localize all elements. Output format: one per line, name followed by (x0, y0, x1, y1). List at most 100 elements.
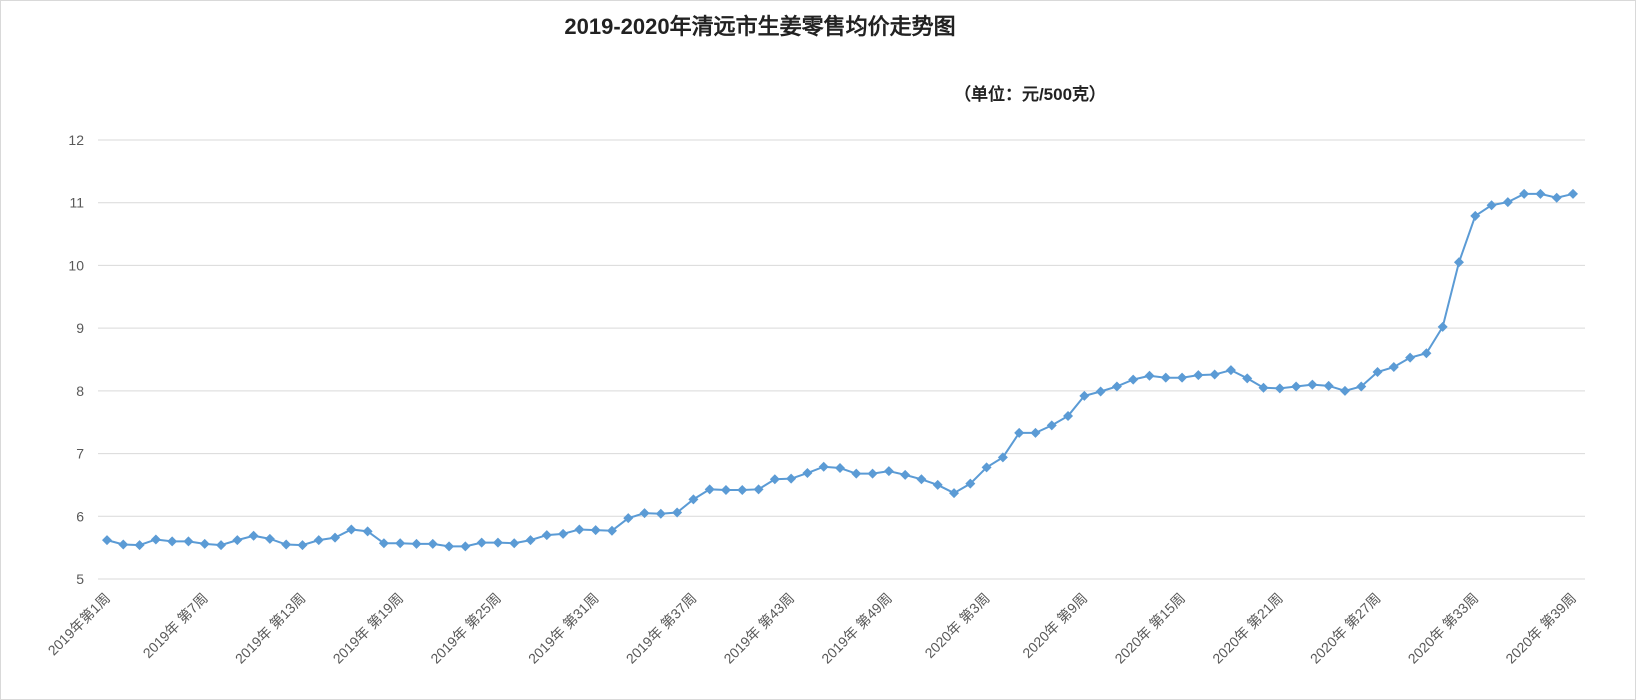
marker (102, 535, 112, 546)
marker (883, 466, 894, 477)
marker (1291, 381, 1302, 392)
y-tick-label: 5 (76, 571, 84, 587)
marker (1437, 321, 1448, 332)
marker (672, 507, 683, 518)
marker (737, 484, 748, 495)
y-tick-label: 11 (69, 195, 84, 211)
marker (460, 541, 471, 552)
marker (1356, 381, 1367, 392)
marker (199, 538, 210, 549)
marker (444, 541, 455, 552)
marker (1519, 188, 1530, 199)
marker (1225, 365, 1236, 376)
marker (818, 461, 829, 472)
marker (688, 494, 699, 505)
marker (1405, 352, 1416, 363)
marker (655, 508, 666, 519)
marker (134, 540, 145, 551)
marker (1274, 383, 1285, 394)
marker (786, 473, 797, 484)
marker (1388, 362, 1399, 373)
marker (981, 462, 992, 473)
marker (1014, 427, 1025, 438)
marker (1486, 200, 1497, 211)
marker (1258, 382, 1269, 393)
marker (476, 537, 487, 548)
y-tick-label: 9 (76, 320, 84, 336)
marker (769, 474, 780, 485)
marker (313, 535, 324, 546)
marker (248, 530, 259, 541)
marker (395, 538, 406, 549)
marker (606, 525, 617, 536)
marker (1128, 374, 1139, 385)
marker (1079, 390, 1090, 401)
marker (492, 537, 503, 548)
marker (1046, 420, 1057, 431)
y-tick-label: 8 (76, 383, 84, 399)
marker (704, 484, 715, 495)
marker (362, 526, 373, 537)
marker (1372, 367, 1383, 378)
marker (1323, 380, 1334, 391)
marker (378, 538, 389, 549)
marker (997, 452, 1008, 463)
marker (1502, 197, 1513, 208)
marker (1568, 188, 1578, 199)
marker (753, 484, 764, 495)
marker (835, 462, 845, 473)
marker (525, 535, 536, 546)
chart-title: 2019-2020年清远市生姜零售均价走势图 (564, 14, 955, 39)
marker (1111, 381, 1122, 392)
marker (509, 538, 520, 549)
marker (623, 513, 634, 524)
marker (1470, 210, 1481, 221)
marker (802, 468, 813, 479)
marker (1144, 370, 1155, 381)
marker (1193, 370, 1204, 381)
marker (932, 479, 943, 490)
marker (965, 478, 976, 489)
marker (1307, 379, 1318, 390)
marker (590, 525, 601, 536)
marker (574, 524, 585, 535)
marker (1535, 188, 1546, 199)
y-tick-label: 12 (68, 132, 84, 148)
marker (1030, 427, 1041, 438)
marker (167, 536, 178, 547)
marker (916, 474, 927, 485)
marker (1095, 386, 1106, 397)
marker (541, 530, 552, 541)
marker (297, 540, 308, 551)
marker (1177, 372, 1188, 383)
marker (851, 468, 862, 479)
marker (558, 528, 569, 539)
marker (867, 468, 878, 479)
chart-subtitle: （单位：元/500克） (954, 84, 1106, 104)
marker (232, 535, 243, 546)
marker (330, 532, 341, 543)
marker (427, 538, 438, 549)
marker (346, 524, 357, 535)
marker (1551, 192, 1562, 203)
y-tick-label: 10 (68, 257, 84, 273)
marker (118, 539, 129, 550)
marker (1339, 385, 1350, 396)
marker (1242, 373, 1253, 384)
marker (411, 538, 422, 549)
marker (183, 536, 194, 547)
marker (216, 540, 227, 551)
marker (1063, 410, 1074, 421)
marker (1160, 372, 1171, 383)
marker (900, 469, 911, 480)
marker (1453, 257, 1464, 268)
marker (1421, 348, 1432, 359)
marker (639, 508, 650, 519)
marker (949, 488, 960, 499)
marker (264, 533, 275, 544)
y-tick-label: 6 (76, 508, 84, 524)
marker (281, 539, 292, 550)
